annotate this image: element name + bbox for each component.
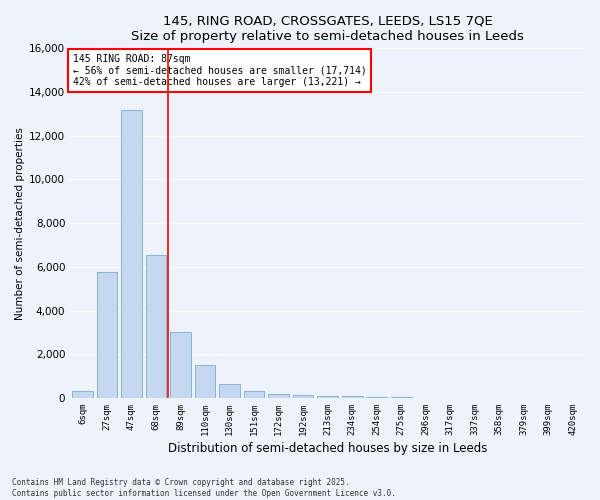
Bar bbox=[121, 110, 142, 398]
Bar bbox=[219, 384, 240, 398]
Bar bbox=[391, 397, 412, 398]
Bar bbox=[170, 332, 191, 398]
Bar bbox=[72, 392, 93, 398]
Bar bbox=[317, 396, 338, 398]
Bar bbox=[244, 391, 265, 398]
Bar bbox=[146, 255, 166, 398]
Title: 145, RING ROAD, CROSSGATES, LEEDS, LS15 7QE
Size of property relative to semi-de: 145, RING ROAD, CROSSGATES, LEEDS, LS15 … bbox=[131, 15, 524, 43]
Bar bbox=[366, 396, 387, 398]
Bar bbox=[268, 394, 289, 398]
Bar bbox=[194, 365, 215, 398]
Text: Contains HM Land Registry data © Crown copyright and database right 2025.
Contai: Contains HM Land Registry data © Crown c… bbox=[12, 478, 396, 498]
Bar bbox=[97, 272, 118, 398]
Y-axis label: Number of semi-detached properties: Number of semi-detached properties bbox=[15, 126, 25, 320]
X-axis label: Distribution of semi-detached houses by size in Leeds: Distribution of semi-detached houses by … bbox=[168, 442, 487, 455]
Bar bbox=[293, 394, 313, 398]
Bar bbox=[341, 396, 362, 398]
Text: 145 RING ROAD: 87sqm
← 56% of semi-detached houses are smaller (17,714)
42% of s: 145 RING ROAD: 87sqm ← 56% of semi-detac… bbox=[73, 54, 367, 87]
